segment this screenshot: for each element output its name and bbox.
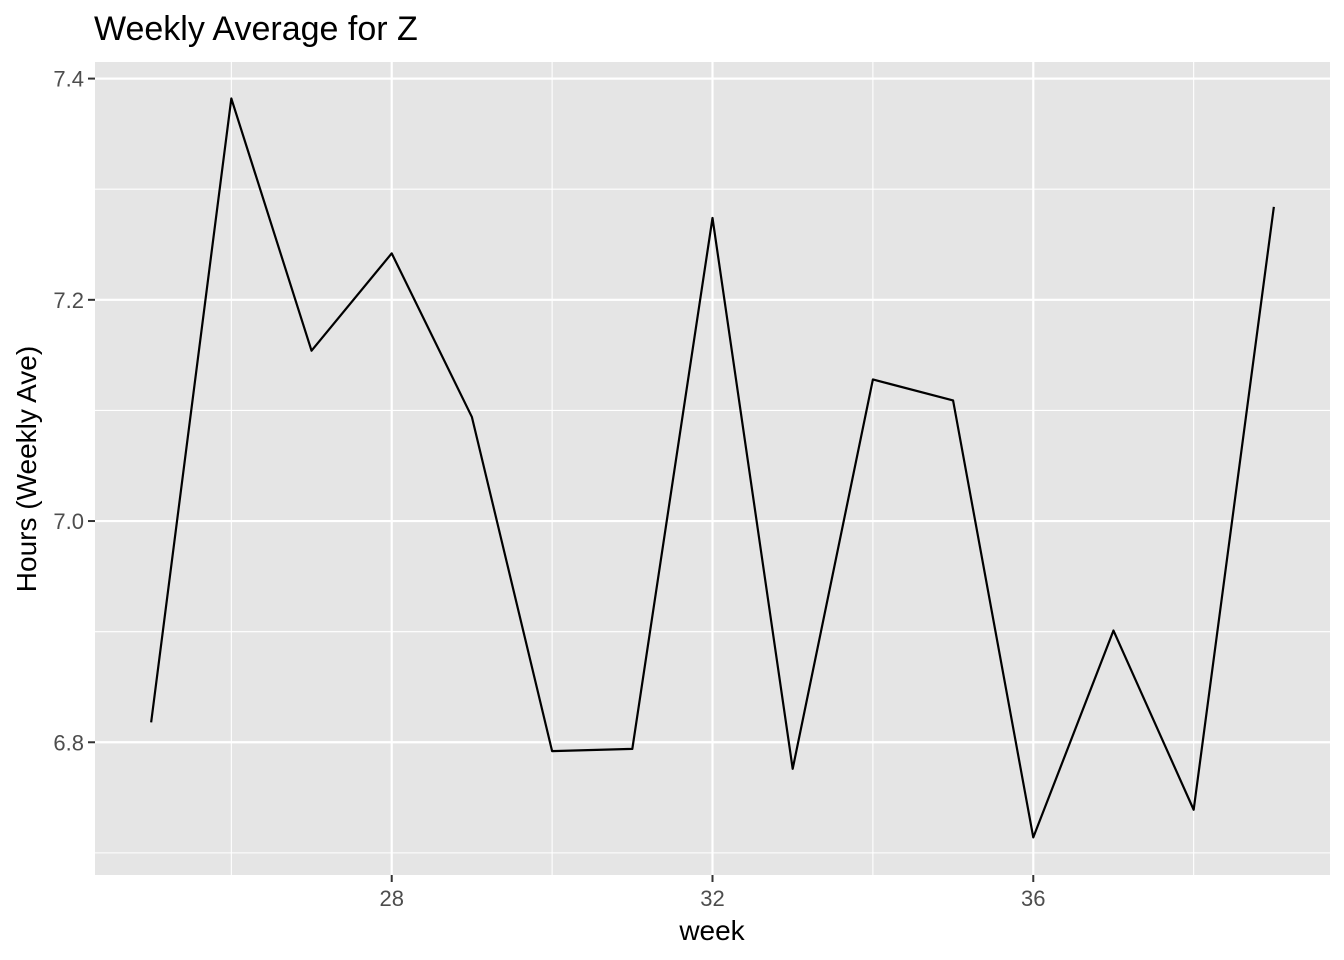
x-tick-label: 36 (1021, 886, 1045, 911)
x-tick-label: 32 (700, 886, 724, 911)
chart-title: Weekly Average for Z (94, 10, 418, 48)
y-axis-title: Hours (Weekly Ave) (11, 346, 42, 592)
y-tick-label: 6.8 (53, 730, 84, 755)
y-tick-label: 7.4 (53, 67, 84, 92)
x-axis-title: week (678, 915, 745, 946)
series-line (150, 97, 1275, 839)
major-gridlines (95, 62, 1330, 875)
y-axis-ticks: 6.8 7.0 7.2 7.4 (53, 67, 95, 755)
y-tick-label: 7.2 (53, 288, 84, 313)
y-tick-label: 7.0 (53, 509, 84, 534)
x-axis-ticks: 28 32 36 (379, 875, 1046, 911)
x-tick-label: 28 (379, 886, 403, 911)
